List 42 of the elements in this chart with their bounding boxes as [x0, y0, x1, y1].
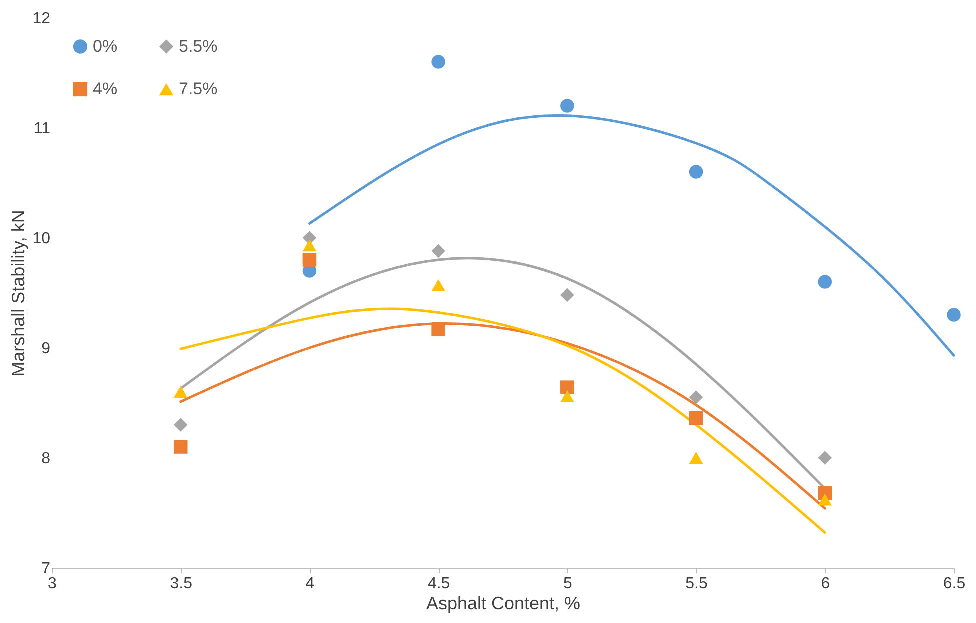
legend-label: 5.5%	[179, 36, 218, 56]
x-tick-label: 4.5	[428, 576, 450, 592]
point	[947, 308, 961, 322]
y-tick-label: 7	[42, 560, 51, 578]
y-tick-label: 9	[42, 340, 51, 358]
legend-label: 4%	[93, 80, 118, 98]
point	[560, 380, 574, 394]
y-tick-label: 11	[34, 120, 51, 138]
point	[818, 275, 832, 289]
y-tick-label: 12	[32, 10, 51, 28]
point	[174, 386, 188, 398]
x-tick-label: 6	[821, 576, 830, 592]
y-axis-title: Marshall Stability, kN	[8, 210, 29, 377]
point	[689, 452, 704, 464]
point	[302, 253, 317, 267]
point	[302, 240, 317, 252]
point	[560, 99, 574, 113]
point	[432, 322, 446, 336]
x-tick-label: 3.5	[170, 576, 193, 592]
x-tick-label: 5.5	[686, 576, 708, 592]
point	[560, 288, 574, 302]
x-tick-label: 3	[48, 576, 58, 592]
legend-label: 0%	[93, 36, 118, 56]
x-tick-label: 4	[306, 576, 315, 592]
x-tick-label: 6.5	[943, 576, 966, 592]
line-series	[180, 308, 826, 534]
point	[432, 244, 446, 258]
point	[689, 412, 704, 426]
point	[818, 451, 832, 465]
point	[432, 279, 446, 292]
y-tick-label: 10	[32, 230, 51, 248]
point	[432, 55, 446, 69]
legend-label: 7.5%	[179, 80, 218, 98]
x-tick-label: 5	[563, 576, 572, 592]
point	[818, 494, 832, 506]
point	[560, 390, 574, 402]
x-axis-title: Asphalt Content, %	[426, 594, 581, 614]
y-tick-label: 8	[42, 450, 51, 468]
point	[689, 165, 704, 179]
point	[174, 418, 188, 432]
point	[174, 440, 188, 454]
point	[689, 390, 704, 404]
